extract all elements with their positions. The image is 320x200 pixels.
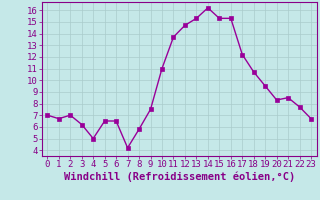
X-axis label: Windchill (Refroidissement éolien,°C): Windchill (Refroidissement éolien,°C) [64,172,295,182]
